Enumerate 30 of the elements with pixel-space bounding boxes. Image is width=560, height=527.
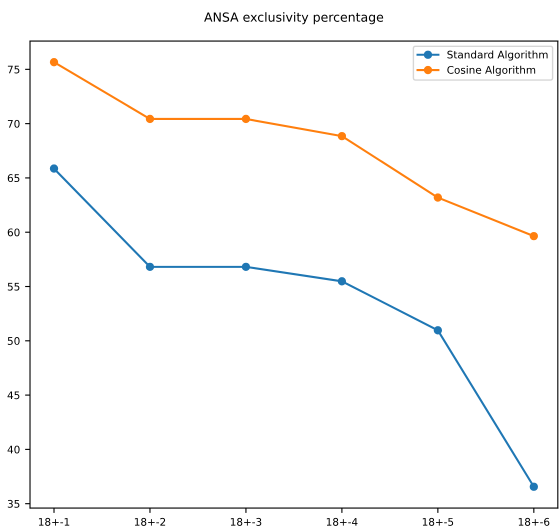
point — [50, 58, 58, 66]
point — [434, 193, 442, 202]
point — [338, 277, 346, 286]
y-tick-label: 35 — [8, 500, 20, 508]
y-tick-label: 40 — [8, 446, 20, 454]
y-tick-label: 75 — [8, 66, 20, 74]
x-tick-label: 18+-5 — [422, 518, 454, 526]
point — [434, 326, 442, 334]
y-tick-label: 45 — [8, 391, 20, 400]
legend-label: Standard Algorithm — [447, 50, 548, 61]
point — [242, 262, 250, 272]
y-tick-label: 60 — [8, 228, 20, 236]
point — [530, 232, 538, 240]
y-tick-label: 50 — [8, 337, 20, 345]
x-tick-label: 18+-2 — [134, 518, 166, 526]
point — [338, 132, 346, 140]
legend-label: Cosine Algorithm — [447, 66, 536, 76]
point — [146, 114, 154, 124]
y-tick-label: 55 — [8, 282, 20, 291]
x-tick-label: 18+-1 — [38, 518, 70, 526]
x-tick-label: 18+-6 — [518, 518, 550, 526]
x-tick-label: 18+-4 — [326, 518, 358, 526]
point — [50, 164, 58, 173]
y-tick-label: 70 — [8, 120, 20, 128]
chart-title: ANSA exclusivity percentage — [204, 12, 384, 24]
point — [242, 114, 250, 124]
y-tick-label: 65 — [8, 174, 20, 182]
point — [530, 482, 538, 491]
point — [146, 262, 154, 272]
x-tick-label: 18+-3 — [230, 518, 262, 526]
